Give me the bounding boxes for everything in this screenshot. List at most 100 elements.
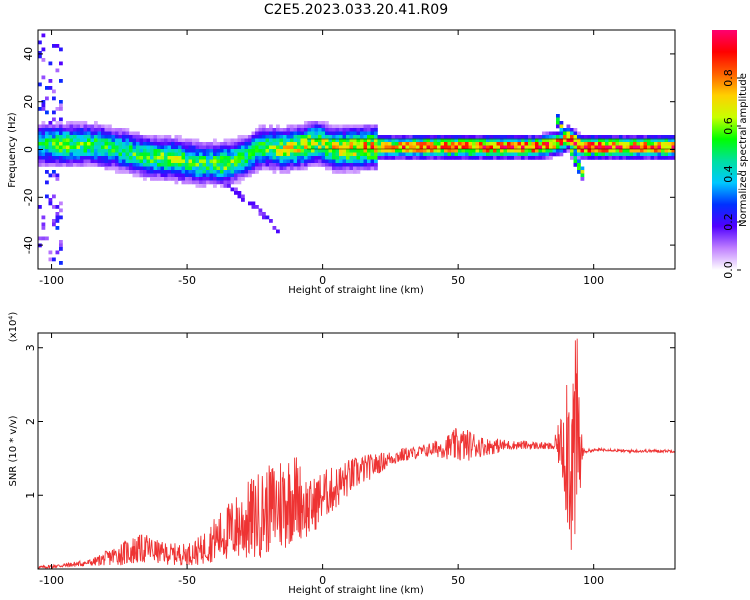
spectrogram-cell — [388, 152, 392, 157]
spectrogram-cell — [59, 100, 63, 104]
spectrogram-cell — [297, 163, 301, 167]
spectrogram-cell — [83, 131, 88, 136]
spectrogram-cell — [80, 159, 84, 164]
spectrogram-cell — [612, 138, 616, 143]
spectrogram-cell — [584, 156, 588, 160]
spectrogram-cell — [48, 61, 53, 66]
spectrogram-cell — [339, 159, 343, 164]
spectrogram-cell — [55, 163, 60, 167]
spectrogram-cell — [38, 236, 42, 241]
spectrogram-cell — [213, 156, 217, 160]
spectrogram-cell — [153, 173, 158, 178]
spectrogram-cell — [164, 173, 168, 178]
spectrogram-cell — [223, 180, 228, 185]
spectrogram-cell — [598, 145, 602, 150]
spectrogram-cell — [353, 149, 357, 153]
spectrogram-cell — [115, 163, 119, 167]
spectrogram-cell — [293, 156, 298, 160]
spectrogram-cell — [129, 156, 133, 160]
spectrogram-cell — [255, 159, 259, 164]
spectrogram-cell — [52, 89, 56, 94]
spectrogram-cell — [237, 149, 242, 153]
spectrogram-cell — [384, 142, 389, 146]
spectrogram-cell — [398, 145, 403, 150]
spectrogram-cell — [122, 138, 126, 143]
spectrogram-cell — [118, 145, 123, 150]
spectrogram-cell — [353, 145, 357, 150]
spectrogram-cell — [633, 149, 637, 153]
spectrogram-cell — [55, 226, 60, 230]
spectrogram-cell — [531, 135, 536, 139]
spectrogram-cell — [227, 170, 231, 174]
spectrogram-cell — [465, 149, 469, 153]
spectrogram-cell — [510, 145, 515, 150]
spectrogram-cell — [87, 124, 91, 129]
spectrogram-cell — [437, 138, 441, 143]
spectrogram-cell — [199, 166, 203, 171]
spectrogram-cell — [426, 152, 431, 157]
spectrogram-cell — [577, 138, 581, 143]
spectrogram-cell — [185, 166, 189, 171]
spectrogram-cell — [255, 205, 259, 209]
spectrogram-cell — [304, 138, 308, 143]
spectrogram-cell — [62, 135, 67, 139]
spectrogram-cell — [255, 145, 259, 150]
spectrogram-cell — [454, 145, 459, 150]
spectrogram-cell — [174, 170, 179, 174]
spectrogram-cell — [612, 145, 616, 150]
spectrogram-cell — [654, 145, 658, 150]
spectrogram-cell — [615, 156, 620, 160]
spectrogram-cell — [423, 149, 427, 153]
spectrogram-cell — [584, 149, 588, 153]
spectrogram-cell — [311, 135, 315, 139]
spectrogram-cell — [570, 145, 574, 150]
spectrogram-cell — [528, 149, 532, 153]
spectrogram-cell — [314, 128, 319, 132]
spectrogram-cell — [475, 145, 480, 150]
spectrogram-cell — [171, 170, 175, 174]
spectrogram-cell — [566, 124, 571, 129]
spectrogram-cell — [199, 149, 203, 153]
spectrogram-cell — [318, 121, 322, 125]
spectrogram-cell — [573, 156, 578, 160]
spectrogram-cell — [545, 152, 550, 157]
spectrogram-cell — [377, 156, 382, 160]
spectrogram-cell — [48, 173, 53, 178]
spectrogram-cell — [237, 138, 242, 143]
spectrogram-cell — [640, 149, 644, 153]
spectrogram-cell — [661, 156, 665, 160]
spectrogram-cell — [171, 166, 175, 171]
spectrogram-cell — [353, 135, 357, 139]
spectrogram-cell — [286, 159, 291, 164]
spectrogram-cell — [108, 149, 112, 153]
spectrogram-cell — [510, 138, 515, 143]
spectrogram-cell — [220, 173, 224, 178]
spectrogram-cell — [108, 166, 112, 171]
spectrogram-cell — [185, 156, 189, 160]
spectrogram-cell — [591, 156, 595, 160]
spectrogram-cell — [80, 131, 84, 136]
spectrogram-cell — [307, 138, 312, 143]
spectrogram-cell — [48, 201, 53, 206]
spectrogram-cell — [59, 103, 63, 108]
spectrogram-cell — [419, 142, 424, 146]
spectrogram-cell — [283, 149, 287, 153]
spectrogram-cell — [195, 159, 200, 164]
spectrogram-cell — [118, 170, 123, 174]
spectrogram-cell — [353, 131, 357, 136]
spectrogram-cell — [304, 142, 308, 146]
spectrogram-cell — [591, 145, 595, 150]
spectrogram-cell — [286, 156, 291, 160]
spectrogram-cell — [164, 177, 168, 181]
spectrogram-cell — [45, 156, 49, 160]
spectrogram-cell — [216, 149, 221, 153]
spectrogram-cell — [41, 124, 46, 129]
spectrogram-cell — [633, 145, 637, 150]
spectrogram-cell — [654, 142, 658, 146]
spectrogram-cell — [41, 47, 46, 52]
spectrogram-cell — [115, 128, 119, 132]
spectrogram-cell — [454, 149, 459, 153]
spectrogram-cell — [52, 131, 56, 136]
spectrogram-cell — [349, 152, 354, 157]
spectrogram-cell — [629, 156, 634, 160]
